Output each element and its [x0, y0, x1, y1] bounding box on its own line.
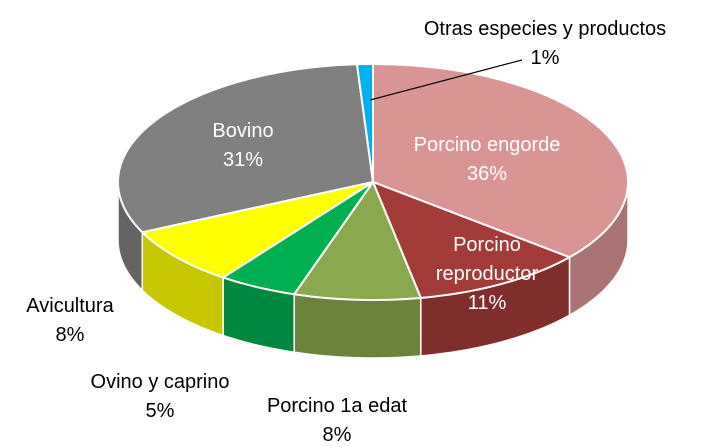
- pie-slice: [355, 62, 374, 183]
- category-label: Ovino y caprino: [90, 371, 230, 393]
- leader-line: [369, 59, 523, 101]
- slice-label: Ovino y caprino 5%: [50, 368, 270, 426]
- slice-label: Otras especies y productos 1%: [365, 15, 722, 73]
- category-label: Avicultura: [26, 295, 114, 317]
- pie-slice: [140, 181, 374, 279]
- pie-slice: [220, 181, 374, 296]
- category-label: Porcino 1a edat: [266, 395, 408, 417]
- slice-label: Porcino reproductor 11%: [422, 231, 552, 318]
- category-label: Porcino reproductor: [435, 234, 539, 285]
- slice-label: Bovino 31%: [173, 117, 313, 175]
- slice-label: Avicultura 8%: [0, 292, 140, 350]
- slice-label: Porcino 1a edat 8%: [227, 392, 447, 448]
- pie-slice: [116, 63, 375, 234]
- pie-slice: [292, 179, 423, 302]
- value-label: 36%: [466, 163, 508, 185]
- value-label: 31%: [222, 149, 264, 171]
- value-label: 8%: [55, 324, 85, 346]
- category-label: Otras especies y productos: [423, 18, 667, 40]
- slice-side: [293, 293, 422, 359]
- value-label: 8%: [322, 424, 352, 446]
- value-label: 5%: [145, 400, 175, 422]
- value-label: 11%: [467, 292, 507, 314]
- slice-label: Porcino engorde 36%: [387, 131, 587, 189]
- category-label: Porcino engorde: [413, 134, 561, 156]
- category-label: Bovino: [212, 120, 274, 142]
- pie-slice: [372, 62, 630, 259]
- pie-slice: [371, 180, 572, 299]
- value-label: 1%: [530, 47, 560, 69]
